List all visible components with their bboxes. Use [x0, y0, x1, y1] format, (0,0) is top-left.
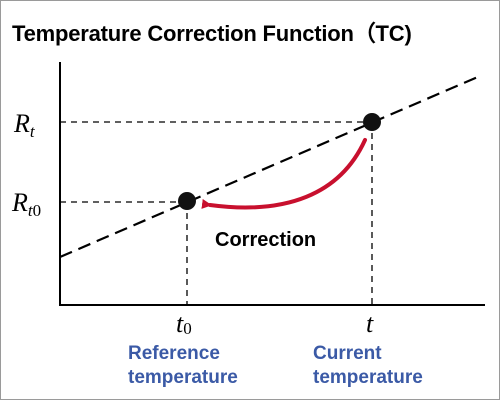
correction-label: Correction	[215, 229, 316, 251]
reference-caption-line2: temperature	[128, 367, 238, 388]
rt0-label: Rt0	[11, 188, 41, 220]
t0-label: t0	[176, 309, 192, 338]
diagram-title: Temperature Correction Function（TC)	[12, 21, 412, 46]
frame-left	[0, 0, 1, 400]
t-label: t	[366, 309, 374, 338]
reference-caption-line1: Reference	[128, 343, 220, 364]
reference-temperature-caption: Reference temperature	[128, 342, 238, 390]
current-caption-line2: temperature	[313, 367, 423, 388]
current-point	[363, 113, 381, 131]
function-line	[59, 74, 481, 259]
current-caption-line1: Current	[313, 343, 382, 364]
correction-arrow	[201, 138, 367, 210]
reference-point	[178, 192, 196, 210]
rt-label: Rt	[13, 109, 36, 141]
current-temperature-caption: Current temperature	[313, 342, 423, 390]
frame-top	[0, 0, 500, 1]
